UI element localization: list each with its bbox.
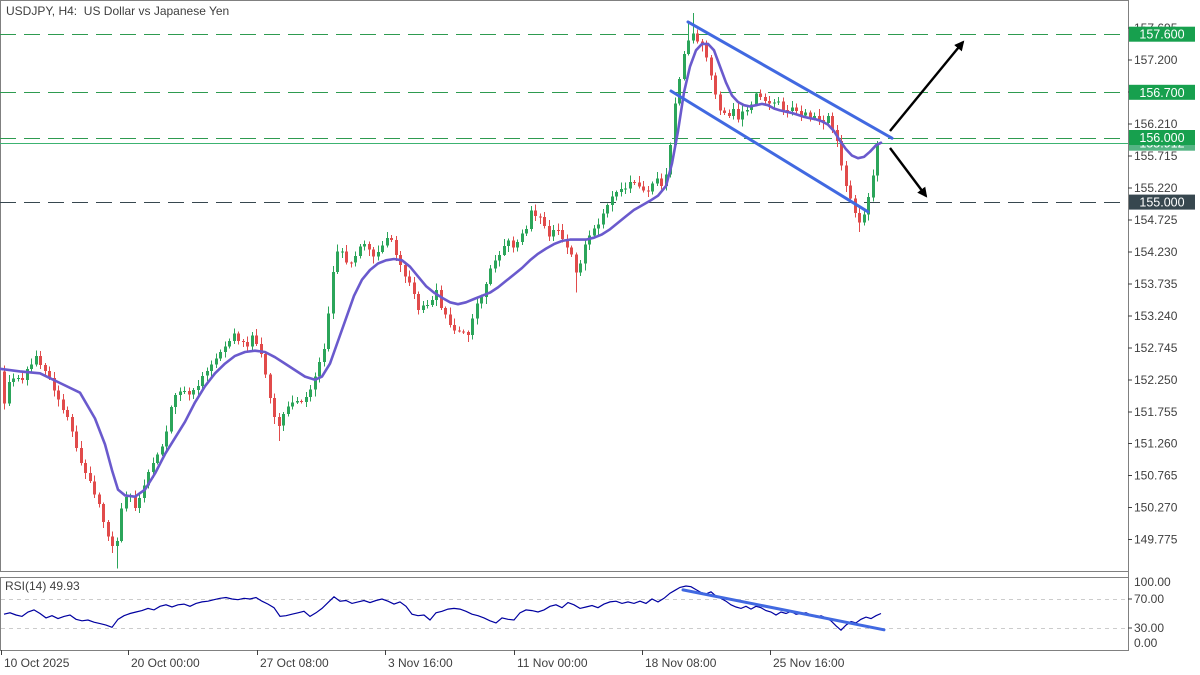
price-level-badge-157.600: 157.600 — [1129, 26, 1195, 42]
price-tick-label: 155.715 — [1134, 149, 1178, 163]
level-lines-layer — [0, 34, 1128, 203]
price-tick-label: 150.765 — [1134, 469, 1178, 483]
rsi-pane: 100.00 70.00 30.000.00 — [1, 575, 1171, 650]
price-tick-label: 152.745 — [1134, 341, 1178, 355]
projection-arrow-bearish-breakdown[interactable] — [889, 147, 928, 198]
price-level-badge-155.000: 155.000 — [1129, 194, 1195, 210]
price-tick-label: 151.755 — [1134, 405, 1178, 419]
time-tick-label: 3 Nov 16:00 — [388, 656, 453, 670]
price-tick-label: 154.725 — [1134, 213, 1178, 227]
time-tick-label: 25 Nov 16:00 — [773, 656, 845, 670]
price-tick-label: 149.775 — [1134, 533, 1178, 547]
time-tick-label: 10 Oct 2025 — [4, 656, 70, 670]
price-tick-label: 155.220 — [1134, 181, 1178, 195]
pane-splitter[interactable] — [0, 572, 1128, 577]
projection-arrow-bullish-breakout[interactable] — [889, 40, 965, 132]
rsi-indicator-label: RSI(14) 49.93 — [5, 579, 80, 593]
price-pane-border — [0, 0, 1129, 572]
channel-lower-trendline[interactable] — [669, 89, 870, 214]
rsi-level-label: 100.00 — [1134, 575, 1171, 589]
rsi-level-label: 70.00 — [1134, 592, 1164, 606]
rsi-level-label: 0.00 — [1134, 636, 1158, 650]
svg-text:156.000: 156.000 — [1139, 131, 1184, 145]
pane-borders — [0, 0, 1129, 651]
price-tick-label: 154.230 — [1134, 245, 1178, 259]
time-axis[interactable]: 10 Oct 2025 20 Oct 00:00 27 Oct 08:00 3 Nov… — [1, 650, 845, 670]
rsi-level-label: 30.00 — [1134, 621, 1164, 635]
rsi-pane-border — [0, 577, 1129, 651]
chart-title: USDJPY, H4: US Dollar vs Japanese Yen — [6, 4, 230, 18]
moving-average-line[interactable] — [0, 42, 883, 498]
time-tick-label: 20 Oct 00:00 — [131, 656, 200, 670]
price-tick-label: 153.735 — [1134, 277, 1178, 291]
price-tick-label: 156.210 — [1134, 117, 1178, 131]
svg-text:156.700: 156.700 — [1139, 86, 1184, 100]
time-tick-label: 18 Nov 08:00 — [645, 656, 717, 670]
price-level-badge-156.000: 156.000 — [1129, 130, 1195, 145]
price-axis[interactable]: 157.695157.200156.705156.210155.715155.2… — [1128, 21, 1195, 547]
price-level-badge-156.700: 156.700 — [1129, 84, 1195, 100]
svg-text:155.000: 155.000 — [1139, 196, 1184, 210]
price-tick-label: 151.260 — [1134, 437, 1178, 451]
price-tick-label: 157.200 — [1134, 53, 1178, 67]
time-tick-label: 11 Nov 00:00 — [517, 656, 588, 670]
time-tick-label: 27 Oct 08:00 — [260, 656, 329, 670]
channel-upper-trendline[interactable] — [686, 20, 894, 140]
candlestick-series — [3, 12, 879, 569]
rsi-line — [3, 585, 882, 632]
price-tick-label: 152.250 — [1134, 373, 1178, 387]
rsi-trendline[interactable] — [681, 588, 886, 632]
svg-text:157.600: 157.600 — [1139, 28, 1184, 42]
price-tick-label: 153.240 — [1134, 309, 1178, 323]
price-tick-label: 150.270 — [1134, 501, 1178, 515]
